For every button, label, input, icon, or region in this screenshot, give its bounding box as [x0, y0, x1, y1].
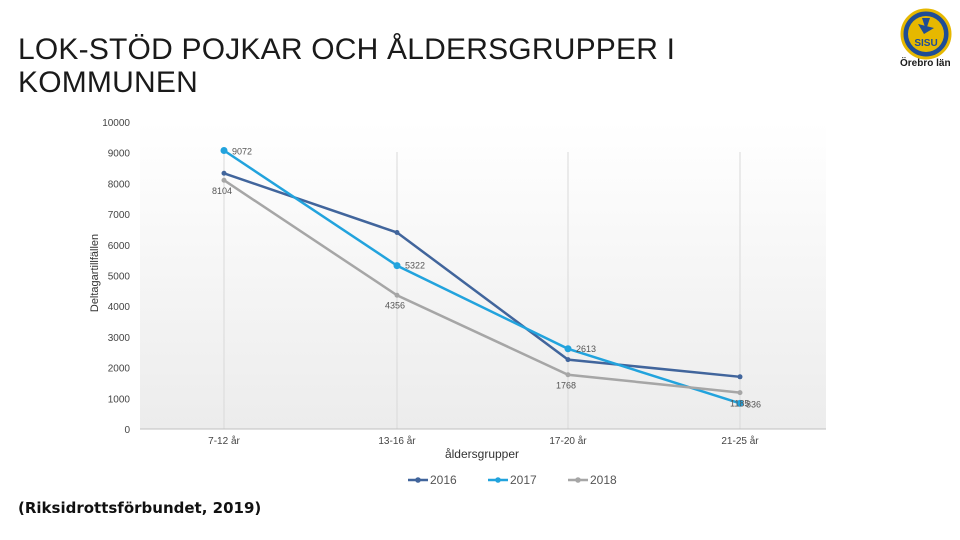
point-2016-2 — [565, 357, 571, 363]
y-tick-label: 10000 — [102, 118, 130, 129]
y-axis-label: Deltagartillfällen — [89, 234, 101, 312]
point-2016-0 — [221, 170, 227, 176]
y-tick-label: 7000 — [108, 210, 131, 221]
x-axis-ticks: 7-12 år 13-16 år 17-20 år 21-25 år — [208, 435, 759, 447]
data-label: 1185 — [730, 399, 749, 409]
y-tick-label: 2000 — [108, 364, 131, 375]
y-tick-label: 0 — [124, 425, 130, 436]
y-tick-label: 9000 — [108, 149, 131, 160]
y-tick-label: 1000 — [108, 394, 131, 405]
series-lines — [220, 146, 744, 407]
data-label: 1768 — [556, 381, 576, 391]
legend-marker — [495, 477, 501, 483]
point-2017-1 — [393, 262, 401, 270]
legend-item-2018: 2018 — [568, 473, 617, 487]
series-line-2017 — [223, 149, 741, 405]
point-2017-3 — [736, 399, 744, 407]
plot-area — [140, 122, 826, 429]
point-2017-0 — [220, 146, 228, 154]
x-axis-label: åldersgrupper — [445, 447, 519, 461]
y-tick-label: 5000 — [108, 272, 131, 283]
svg-text:SISU: SISU — [914, 38, 937, 49]
data-label: 4356 — [385, 300, 405, 310]
point-2016-3 — [737, 374, 743, 380]
series-line-2016 — [223, 172, 741, 379]
series-line-2018 — [223, 179, 741, 394]
data-label: 8104 — [212, 186, 232, 196]
y-tick-label: 4000 — [108, 302, 131, 313]
point-2018-3 — [737, 390, 743, 396]
x-tick-label: 21-25 år — [721, 435, 759, 447]
x-tick-label: 13-16 år — [378, 435, 416, 447]
legend-marker — [575, 477, 581, 483]
point-2017-2 — [564, 345, 572, 353]
logo-text: Örebro län — [900, 58, 951, 69]
data-label: 9072 — [232, 146, 252, 156]
point-2018-0 — [221, 177, 227, 183]
x-tick-label: 7-12 år — [208, 435, 240, 447]
x-tick-label: 17-20 år — [549, 435, 587, 447]
legend-label: 2017 — [510, 473, 537, 487]
data-label: 2613 — [576, 344, 596, 354]
chart-legend: 2016 2017 2018 — [408, 473, 617, 487]
data-label: 836 — [746, 399, 761, 409]
data-label: 5322 — [405, 261, 425, 271]
chart-grid — [140, 152, 826, 430]
y-tick-label: 6000 — [108, 241, 131, 252]
legend-item-2016: 2016 — [408, 473, 457, 487]
point-2018-1 — [394, 292, 400, 298]
y-tick-label: 3000 — [108, 333, 131, 344]
point-2016-1 — [394, 230, 400, 236]
legend-marker — [415, 477, 421, 483]
y-tick-label: 8000 — [108, 179, 131, 190]
y-axis-ticks: 0 1000 2000 3000 4000 5000 6000 7000 8000 9000 100… — [102, 118, 130, 436]
legend-label: 2018 — [590, 473, 617, 487]
page-title: LOK-STÖD POJKAR OCH ÅLDERSGRUPPER I KOMM… — [18, 33, 676, 99]
sisu-logo-icon: SISU — [900, 8, 952, 60]
legend-label: 2016 — [430, 473, 457, 487]
plot-background — [140, 122, 826, 429]
legend-item-2017: 2017 — [488, 473, 537, 487]
source-citation: (Riksidrottsförbundet, 2019) — [18, 499, 262, 517]
point-2018-2 — [565, 372, 571, 378]
